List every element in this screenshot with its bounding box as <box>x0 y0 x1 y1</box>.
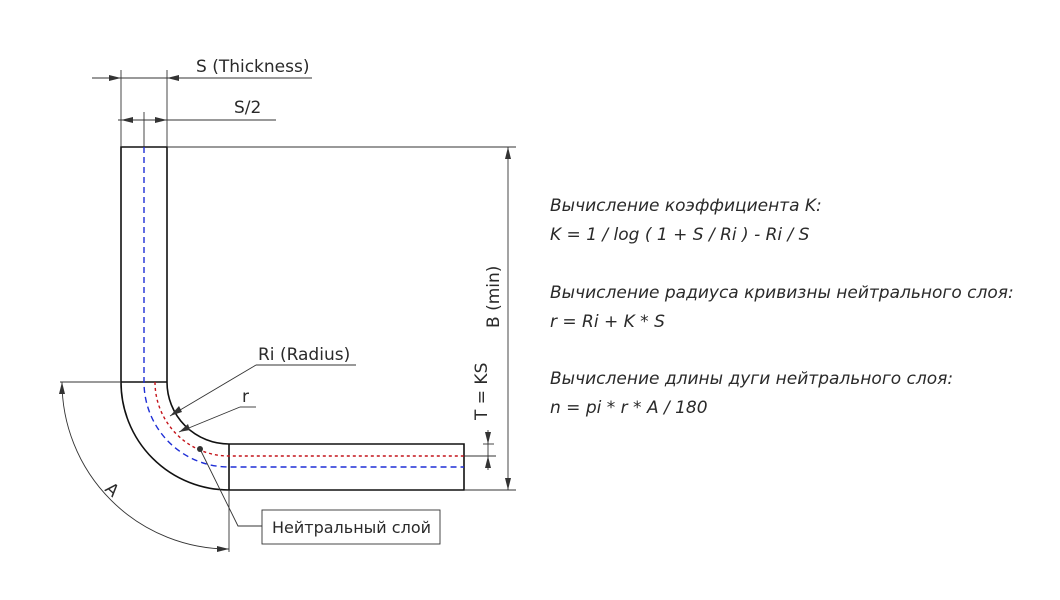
bent-part-outline <box>120 146 465 491</box>
r-label: r <box>242 387 249 407</box>
angle-label: A <box>101 479 123 502</box>
formulas-block: Вычисление коэффициента K: K = 1 / log (… <box>550 196 1014 418</box>
neutral-layer-path <box>154 381 464 457</box>
formula-k-title: Вычисление коэффициента K: <box>550 196 822 216</box>
thickness-label: S (Thickness) <box>196 57 309 77</box>
b-min-label: B (min) <box>484 266 504 328</box>
t-ks-dimension: T = KS <box>464 363 496 470</box>
formula-n-title: Вычисление длины дуги нейтрального слоя: <box>550 369 953 389</box>
neutral-layer-callout: Нейтральный слой <box>197 446 441 545</box>
centerline-path <box>143 147 464 468</box>
half-thickness-label: S/2 <box>234 98 261 118</box>
b-min-dimension: B (min) <box>167 146 516 491</box>
angle-dimension: A <box>59 381 230 552</box>
thickness-dimension: S (Thickness) <box>92 57 312 147</box>
neutral-layer-label: Нейтральный слой <box>272 518 431 537</box>
t-ks-label: T = KS <box>472 363 492 421</box>
ri-radius-label: Ri (Radius) <box>258 345 350 365</box>
formula-k-expr: K = 1 / log ( 1 + S / Ri ) - Ri / S <box>550 225 810 245</box>
formula-n-expr: n = pi * r * A / 180 <box>550 398 708 418</box>
formula-r-title: Вычисление радиуса кривизны нейтрального… <box>550 283 1014 303</box>
formula-r-expr: r = Ri + K * S <box>550 312 665 332</box>
ri-radius-leader: Ri (Radius) <box>169 345 356 417</box>
half-thickness-dimension: S/2 <box>118 98 276 147</box>
r-leader: r <box>178 387 256 433</box>
